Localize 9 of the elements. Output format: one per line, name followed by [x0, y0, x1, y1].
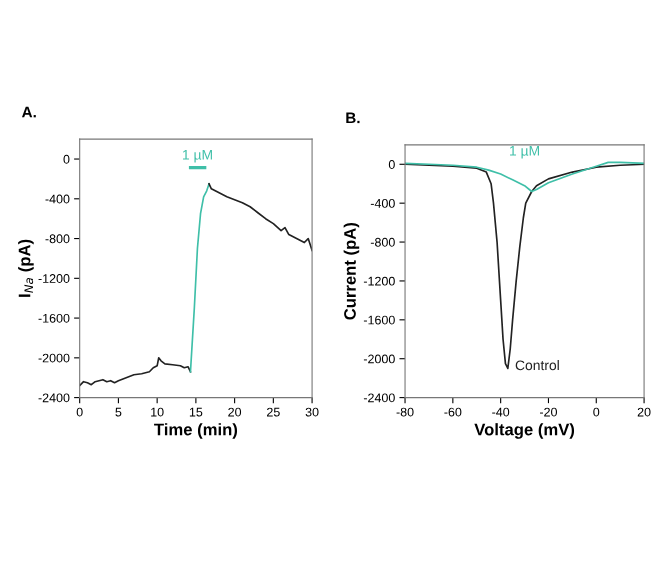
line-series [79, 357, 192, 387]
line-series [405, 161, 645, 193]
y-axis-title: Current (pA) [343, 222, 360, 320]
line-series [189, 183, 210, 373]
x-axis-title: Time (min) [154, 423, 238, 439]
line-series [208, 183, 313, 252]
x-axis-title: Voltage (mV) [474, 423, 575, 439]
y-axis-title: I$_{Na}$ (pA) [18, 239, 34, 297]
line-series [405, 163, 645, 370]
